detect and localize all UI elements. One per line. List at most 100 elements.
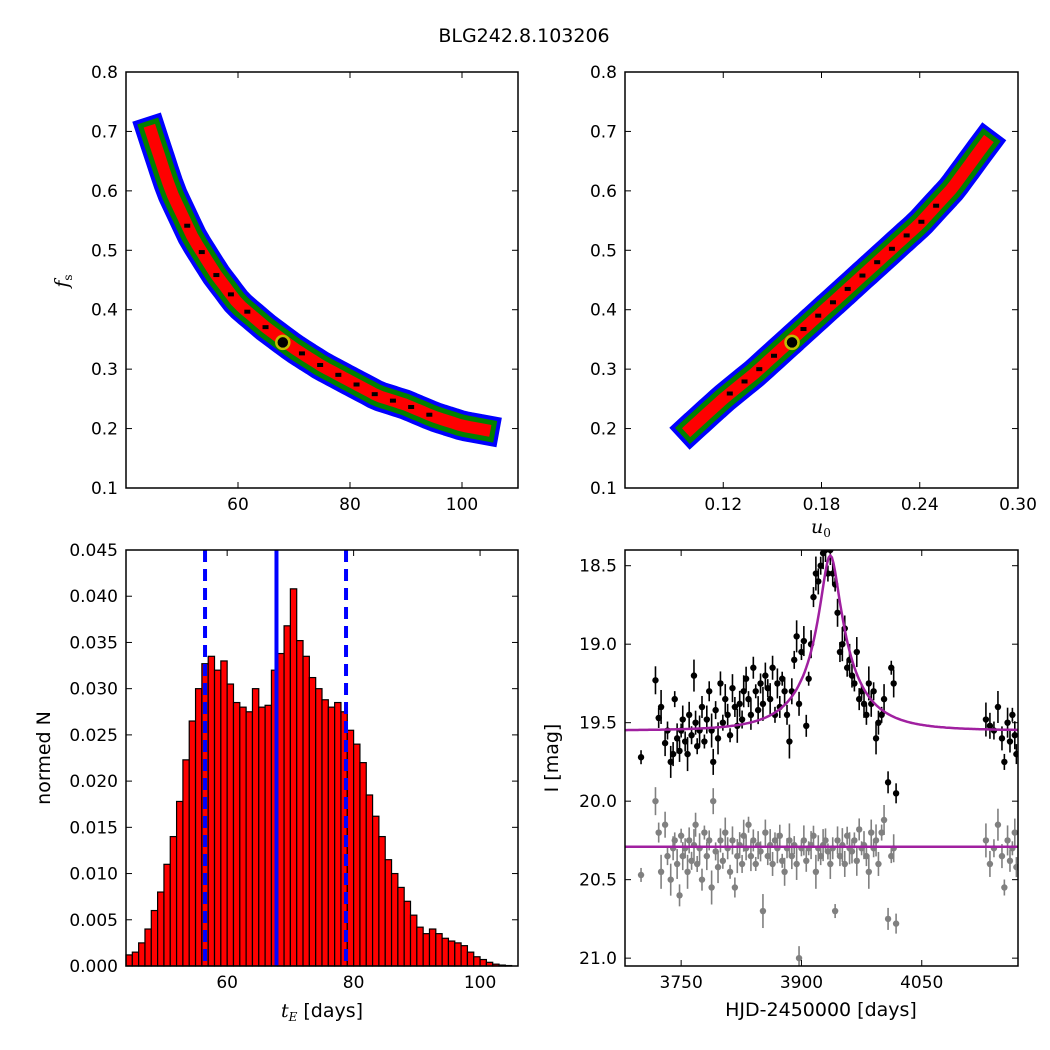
p4-residual-point [831, 907, 839, 915]
p3-bar [353, 743, 361, 967]
p4-data-point [890, 680, 897, 687]
p4-data-point [766, 695, 774, 703]
p3-ytick-label: 0.045 [69, 541, 118, 561]
p4-residual-point [800, 837, 808, 844]
p3-bar [213, 669, 222, 967]
p4-residual-point [788, 852, 796, 860]
p4-data-point [693, 743, 701, 750]
p3-bar [188, 720, 197, 967]
p4-residual-point [714, 863, 722, 871]
p4-residual-point [865, 868, 873, 876]
p4-residual-point [812, 868, 820, 876]
p4-data-point [752, 688, 759, 695]
p4-data-point [698, 703, 706, 711]
p3-frame [125, 549, 519, 967]
p3-bar [308, 676, 317, 967]
p4-data-point [681, 738, 689, 745]
p4-ylabel: I [mag] [541, 724, 563, 793]
p4-plot-area [625, 550, 1018, 966]
p1-inner-region [143, 123, 492, 437]
p4-residual-point [637, 871, 645, 879]
p3-bar [371, 815, 380, 967]
p4-residual-point [673, 860, 681, 868]
p4-residual-point [759, 907, 767, 915]
p4-data-point [994, 703, 1002, 711]
p4-data-point [1006, 738, 1014, 745]
p4-data-point [1001, 758, 1008, 766]
p1-ticks: 60 80 100 0.1 0.2 0.3 0.4 0.5 0.6 0.7 0.8 [91, 63, 518, 515]
p4-data-point [848, 672, 856, 679]
p4-data-point [815, 578, 822, 585]
p3-bar [289, 588, 298, 967]
p2-core-cell [859, 273, 866, 278]
p3-bar [125, 954, 133, 967]
p2-xtick-label: 0.12 [704, 495, 742, 515]
p4-data-point [860, 700, 868, 708]
p4-residual-point [841, 860, 848, 868]
p4-residual-point [1004, 837, 1011, 844]
p4-data-point [870, 688, 877, 695]
p4-data-point [717, 680, 724, 687]
p3-ytick-label: 0.000 [69, 957, 118, 977]
p3-bar [251, 688, 260, 967]
p3-bar [473, 956, 481, 967]
p4-residual-point [677, 832, 685, 839]
p4-residual-point [701, 829, 708, 836]
p3-bar [131, 951, 140, 967]
p4-data-point [679, 716, 686, 723]
p4-data-point [759, 700, 767, 708]
p4-residual-point [764, 852, 771, 860]
p4-residual-point [771, 837, 779, 844]
p4-residual-point [875, 860, 882, 868]
p3-bar [163, 863, 171, 967]
p4-residual-point [982, 837, 990, 844]
p4-data-point [1011, 732, 1018, 739]
p4-residual-point [994, 821, 1002, 828]
p3-ytick-label: 0.020 [69, 772, 118, 792]
p3-bar [150, 909, 159, 967]
p4-data-point [843, 664, 851, 671]
p4-residual-point [1006, 857, 1014, 865]
p4-data-point [710, 758, 717, 766]
p4-residual-point [888, 852, 895, 860]
p4-residual-point [676, 892, 683, 899]
p4-data-point [754, 706, 762, 714]
p4-data-point [738, 716, 746, 723]
p2-xtick-label: 0.30 [999, 495, 1037, 515]
p4-data-point [810, 593, 817, 601]
p4-data-point [817, 562, 824, 569]
p4-residual-point [884, 915, 892, 923]
p4-residual-point [878, 829, 885, 836]
p1-ytick-label: 0.5 [91, 241, 118, 261]
p3-bar [144, 928, 152, 967]
p4-data-point [652, 677, 659, 684]
p1-frame [125, 71, 519, 489]
p2-core-cell [726, 391, 733, 396]
p4-data-point [701, 738, 708, 745]
p4-data-point [712, 706, 719, 714]
p1-core-cell [227, 292, 234, 297]
p4-data-point [872, 735, 880, 742]
p3-bar [138, 942, 146, 967]
p4-data-point [676, 747, 683, 755]
p4-residual-point [793, 860, 800, 868]
p4-residual-point [817, 852, 824, 860]
p4-xtick-label: 3900 [780, 973, 823, 993]
p4-data-point [851, 680, 858, 687]
p4-residual-point [781, 868, 788, 876]
p1-core-cell [389, 398, 396, 403]
p2-core-cell [918, 219, 925, 224]
p2-core-cell [844, 286, 851, 291]
p4-xtick-label: 4050 [900, 973, 943, 993]
p4-residual-point [776, 832, 783, 839]
p4-ytick-label: 21.0 [579, 949, 617, 969]
p4-data-point [669, 750, 677, 758]
p4-data-point [805, 675, 812, 682]
p2-ytick-label: 0.7 [590, 122, 617, 142]
p4-ytick-label: 19.0 [579, 635, 617, 655]
p4-residual-point [652, 797, 659, 805]
p4-data-point [853, 648, 860, 656]
p3-bar [264, 704, 273, 967]
p4-data-point [655, 714, 662, 722]
